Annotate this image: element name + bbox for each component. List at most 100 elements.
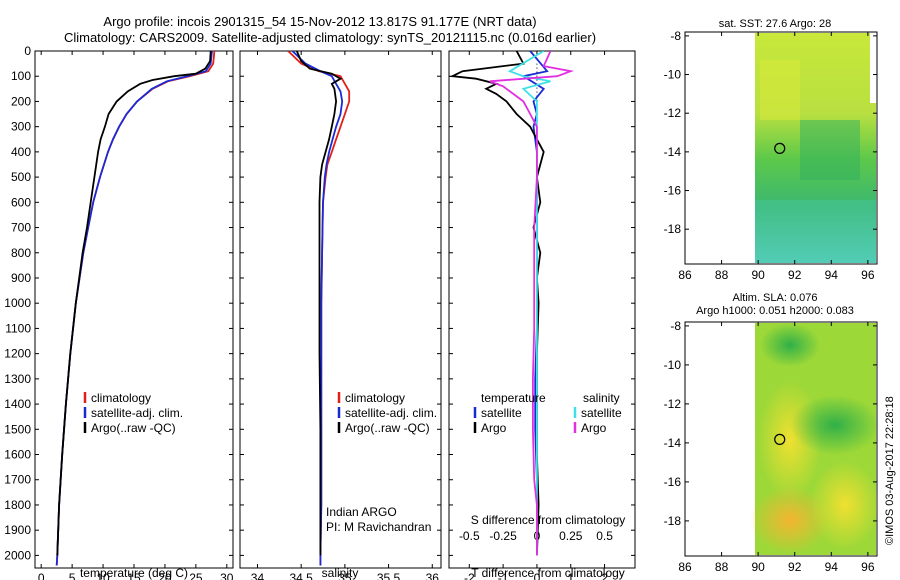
argo-location-marker [774,142,786,154]
xtick-label: 34.5 [289,571,313,580]
map-xtick-label: 92 [788,268,802,282]
ytick-label: 400 [11,145,31,159]
salinity-xlabel: salinity [322,566,359,580]
sla-low-patch [790,395,880,455]
map-ytick-label: -8 [670,319,681,333]
salinity-legend: climatology satellite-adj. clim. Argo(..… [337,391,437,435]
xtick-label: 20 [158,571,172,580]
ytick-label: 1700 [4,473,31,487]
stick-label: -0.25 [489,529,517,543]
salinity-panel: 34 34.5 35 35.5 36 salinity climatology sate… [239,50,442,580]
temperature-xlabel: temperature (deg C) [80,566,188,580]
map-xtick-label: 94 [825,268,839,282]
sla-yellow-patch-2 [810,460,880,550]
ytick-label: 300 [11,120,31,134]
legend-label-satellite-adj: satellite-adj. clim. [345,406,437,420]
map-xtick-label: 90 [751,560,765,574]
xtick-label: 35 [338,571,352,580]
xtick-label: 0 [38,571,45,580]
sla-high-patch [750,486,830,554]
ytick-label: 1500 [4,422,31,436]
xtick-label: 34 [251,571,265,580]
ytick-label: 1300 [4,372,31,386]
map-ytick-label: -8 [670,29,681,43]
legend-label-argo: Argo(..raw -QC) [91,421,176,435]
map-xtick-label: 90 [751,268,765,282]
map-ytick-label: -10 [664,358,682,372]
xtick-label: 36 [426,571,440,580]
temperature-frame [34,50,234,569]
map-xtick-label: 88 [715,268,729,282]
xtick-label: 10 [96,571,110,580]
map-xtick-label: 86 [678,560,692,574]
annotation-pi: PI: M Ravichandran [326,520,431,534]
legend-label-argo: Argo(..raw -QC) [345,421,430,435]
map-xtick-label: 96 [861,560,875,574]
xtick-label: 30 [220,571,234,580]
map-ytick-label: -16 [664,475,682,489]
ytick-label: 500 [11,170,31,184]
ytick-label: 600 [11,195,31,209]
salinity-frame [239,50,442,569]
legend-label-t-satellite: satellite [481,406,522,420]
xtick-label: 25 [189,571,203,580]
legend-label-s-satellite: satellite [581,406,622,420]
sst-land-gap [870,33,876,103]
legend-label-satellite-adj: satellite-adj. clim. [91,406,183,420]
sst-map-title: sat. SST: 27.6 Argo: 28 [718,18,832,30]
map-ytick-label: -18 [664,222,682,236]
map-ytick-label: -16 [664,184,682,198]
argo-location-marker [774,433,786,445]
ytick-label: 200 [11,94,31,108]
legend-header-salinity: salinity [583,391,620,405]
sst-south-patch [755,200,876,263]
map-xtick-label: 94 [825,560,839,574]
temperature-panel: 0100200300400500600700800900100011001200… [4,44,234,580]
map-xtick-label: 96 [861,268,875,282]
xtick-label: 1 [567,571,574,580]
difference-panel: -2 -1 0 1 2 -0.5 -0.25 0 0.25 0.5 S difference f… [448,50,636,580]
stick-label: 0.25 [559,529,583,543]
difference-legend: temperature salinity satellite Argo sate… [473,391,622,435]
difference-frame [448,50,636,569]
xtick-label: -1 [498,571,509,580]
page-title: Argo profile: incois 2901315_54 15-Nov-2… [103,14,537,29]
ytick-label: 700 [11,221,31,235]
legend-header-temperature: temperature [481,391,546,405]
ytick-label: 1600 [4,448,31,462]
ytick-label: 1900 [4,523,31,537]
temperature-legend: climatology satellite-adj. clim. Argo(..… [83,391,183,435]
xtick-label: 5 [69,571,76,580]
map-xtick-label: 88 [715,560,729,574]
sst-warm-patch [760,60,800,120]
sst-map-panel: 86 88 90 92 94 96 -8 -10 -12 -14 -16 -18 [664,29,878,282]
map-ytick-label: -10 [664,68,682,82]
annotation-indian-argo: Indian ARGO [326,505,397,519]
xtick-label: 0 [534,571,541,580]
page-subtitle: Climatology: CARS2009. Satellite-adjuste… [63,30,597,45]
ytick-label: 100 [11,69,31,83]
ytick-label: 800 [11,246,31,260]
stick-label: -0.5 [459,529,480,543]
map-ytick-label: -14 [664,145,682,159]
ytick-label: 1200 [4,347,31,361]
sla-map-title: Altim. SLA: 0.076 [732,292,818,304]
series-line-satellite-adj-clim- [291,51,344,566]
s-difference-label: S difference from climatology [471,513,626,527]
map-ytick-label: -18 [664,514,682,528]
map-ytick-label: -12 [664,397,682,411]
sla-map-panel: 86 88 90 92 94 96 -8 -10 -12 -14 -16 -18 [664,319,880,574]
copyright-footer: ©IMOS 03-Aug-2017 22:28:18 [884,396,896,545]
stick-label: 0.5 [596,529,613,543]
ytick-label: 1100 [5,321,31,335]
sla-map-subtitle: Argo h1000: 0.051 h2000: 0.083 [696,305,854,317]
legend-label-t-argo: Argo [481,421,507,435]
ytick-label: 1400 [4,397,31,411]
ytick-label: 2000 [4,548,31,562]
xtick-label: 15 [127,571,141,580]
xtick-label: 35.5 [377,571,401,580]
legend-label-s-argo: Argo [581,421,607,435]
series-line-s-argo [489,51,575,556]
xtick-label: -2 [464,571,475,580]
